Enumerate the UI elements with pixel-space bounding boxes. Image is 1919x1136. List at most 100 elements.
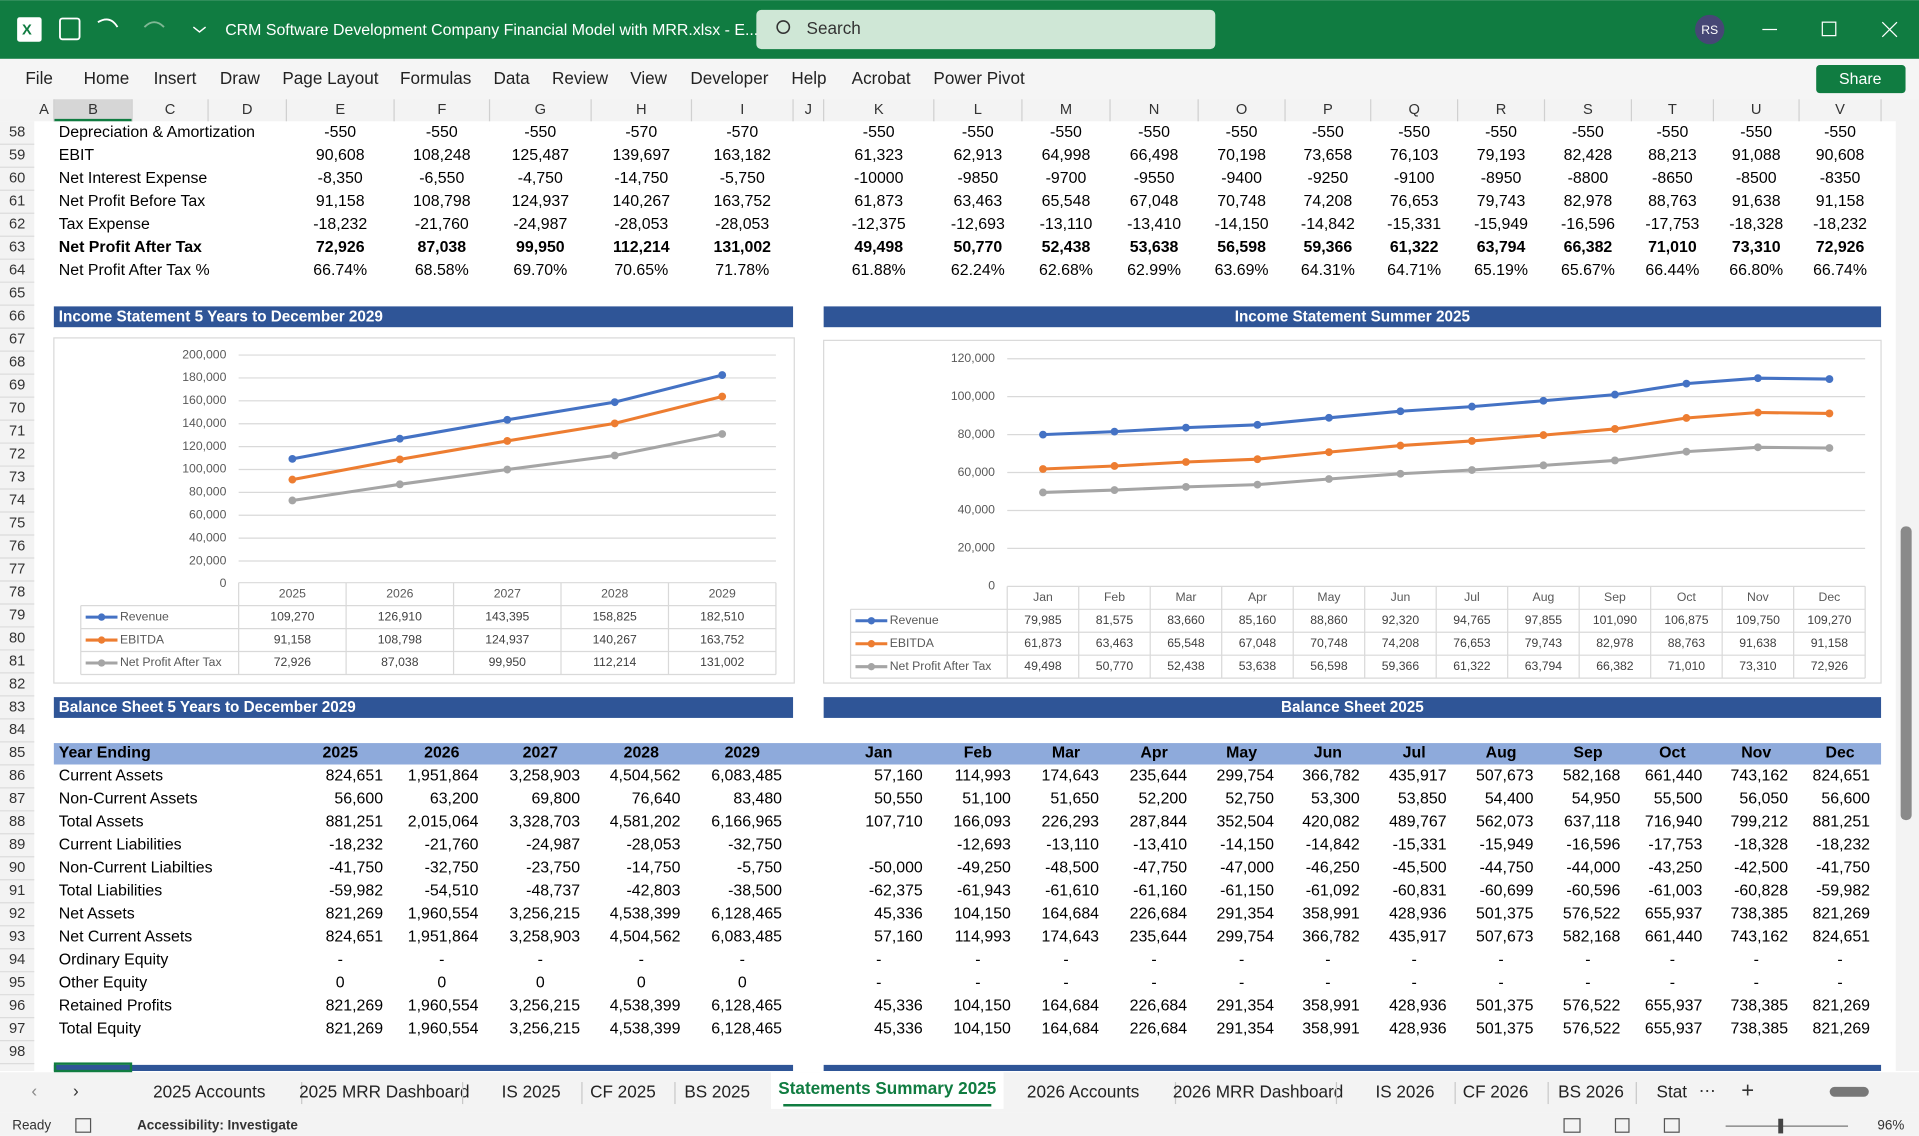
cell-value: -44,750 — [1480, 859, 1534, 876]
sheet-tab[interactable]: BS 2026 — [1558, 1082, 1624, 1102]
more-tabs[interactable]: ⋯ — [1699, 1080, 1716, 1100]
undo-button[interactable] — [97, 18, 119, 28]
chart-area — [53, 337, 795, 684]
cell-value: 576,522 — [1563, 1020, 1621, 1037]
cell-value: 65.19% — [1474, 262, 1528, 279]
sheet-tab[interactable]: 2026 Accounts — [1027, 1082, 1139, 1102]
y-tick-label: 80,000 — [958, 427, 996, 441]
row-header: 64 — [9, 263, 25, 279]
table-value: 108,798 — [378, 632, 422, 646]
cell-value: -24,987 — [513, 216, 567, 233]
row-label: Current Liabilities — [59, 837, 182, 854]
cell-value: -17,753 — [1645, 216, 1699, 233]
sheet-tab[interactable]: 2025 MRR Dashboard — [299, 1082, 469, 1102]
quick-access-menu[interactable] — [192, 26, 207, 33]
cell-value: 881,251 — [326, 814, 384, 831]
horizontal-scrollbar[interactable] — [1829, 1086, 1869, 1097]
menu-item[interactable]: Insert — [154, 68, 197, 88]
tab-scroll-left[interactable]: ‹ — [31, 1080, 37, 1100]
row-label: Total Liabilities — [59, 882, 162, 899]
sheet-tab[interactable]: IS 2025 — [502, 1082, 561, 1102]
search-box[interactable] — [756, 9, 1216, 50]
sheet-tab[interactable]: IS 2026 — [1375, 1082, 1434, 1102]
sheet-tab[interactable]: BS 2025 — [684, 1082, 750, 1102]
cell-value: 104,150 — [953, 905, 1011, 922]
cell-value: 82,978 — [1564, 193, 1613, 210]
cell-value: 428,936 — [1389, 905, 1447, 922]
cell-value: 82,428 — [1564, 147, 1613, 164]
y-tick-label: 100,000 — [182, 462, 226, 476]
menu-item[interactable]: Formulas — [400, 68, 471, 88]
scrollbar-thumb[interactable] — [1900, 526, 1912, 821]
cell-value: 3,258,903 — [509, 928, 580, 945]
normal-view[interactable] — [1563, 1118, 1581, 1133]
cell-value: -12,693 — [957, 837, 1011, 854]
row-label: Other Equity — [59, 974, 147, 991]
data-point — [503, 415, 512, 424]
cell-value: -50,000 — [869, 859, 923, 876]
table-value: 74,208 — [1382, 636, 1420, 650]
table-value: 91,158 — [1811, 636, 1849, 650]
share-button[interactable] — [1816, 64, 1906, 94]
table-value: 94,765 — [1453, 613, 1491, 627]
cell-value: -12,693 — [951, 216, 1005, 233]
sheet-tab[interactable]: CF 2025 — [590, 1082, 656, 1102]
x-tick-label: Sep — [1604, 590, 1626, 604]
menu-item[interactable]: Review — [552, 68, 609, 88]
table-value: 72,926 — [1811, 659, 1849, 673]
cell-value: 67,048 — [1130, 193, 1179, 210]
cell-value: - — [1754, 951, 1759, 968]
table-value: 52,438 — [1167, 659, 1205, 673]
menu-item[interactable]: Data — [493, 68, 530, 88]
menu-item[interactable]: Home — [84, 68, 130, 88]
save-button[interactable] — [59, 17, 81, 41]
menu-item[interactable]: Acrobat — [852, 68, 911, 88]
page-layout-view[interactable] — [1614, 1118, 1630, 1133]
redo-button[interactable] — [143, 21, 165, 28]
sheet-tab[interactable]: CF 2026 — [1463, 1082, 1529, 1102]
menu-item[interactable]: Power Pivot — [933, 68, 1025, 88]
menu-item[interactable]: View — [630, 68, 667, 88]
user-avatar[interactable] — [1695, 14, 1725, 45]
column-header: N — [1149, 102, 1160, 118]
add-sheet[interactable]: + — [1741, 1078, 1754, 1103]
cell-value: 562,073 — [1476, 814, 1534, 831]
data-point — [395, 480, 404, 489]
menu-item[interactable]: File — [25, 68, 53, 88]
active-sheet-tab[interactable]: Statements Summary 2025 — [778, 1078, 996, 1098]
tab-scroll-right[interactable]: › — [73, 1080, 79, 1100]
sheet-tab[interactable]: 2025 Accounts — [153, 1082, 265, 1102]
cell-value: 124,937 — [512, 193, 570, 210]
cell-value: 824,651 — [1813, 768, 1871, 785]
column-header: B — [88, 102, 98, 118]
menu-item[interactable]: Draw — [220, 68, 261, 88]
row-header: 98 — [9, 1044, 25, 1060]
cell-value: -8950 — [1481, 170, 1522, 187]
zoom-thumb[interactable] — [1778, 1118, 1784, 1134]
next-section-bar — [53, 1064, 794, 1072]
row-header: 87 — [9, 791, 25, 807]
menu-item[interactable]: Help — [791, 68, 826, 88]
table-value: 83,660 — [1167, 613, 1205, 627]
data-point — [1253, 455, 1262, 464]
sheet-tab[interactable]: Stat — [1657, 1082, 1688, 1102]
menu-item[interactable]: Developer — [690, 68, 768, 88]
table-value: 131,002 — [700, 655, 744, 669]
restore-button[interactable] — [1821, 21, 1837, 37]
cell-value: 114,993 — [955, 928, 1011, 945]
cell-value: 65.67% — [1561, 262, 1615, 279]
cell-value: 66.74% — [1813, 262, 1867, 279]
cell-value: 63,794 — [1477, 239, 1526, 256]
close-button[interactable] — [1881, 21, 1898, 38]
menu-item[interactable]: Page Layout — [282, 68, 378, 88]
row-label: Net Profit Before Tax — [59, 193, 206, 210]
row-header: 77 — [9, 561, 25, 577]
series-line — [1042, 376, 1830, 437]
sheet-tab[interactable]: 2026 MRR Dashboard — [1173, 1082, 1343, 1102]
page-break-view[interactable] — [1663, 1118, 1680, 1133]
table-header-cell: Jan — [865, 745, 892, 762]
accessibility-status[interactable]: Accessibility: Investigate — [137, 1118, 298, 1133]
data-point — [1396, 441, 1405, 450]
y-tick-label: 140,000 — [182, 416, 226, 430]
cell-value: 71,010 — [1648, 239, 1697, 256]
